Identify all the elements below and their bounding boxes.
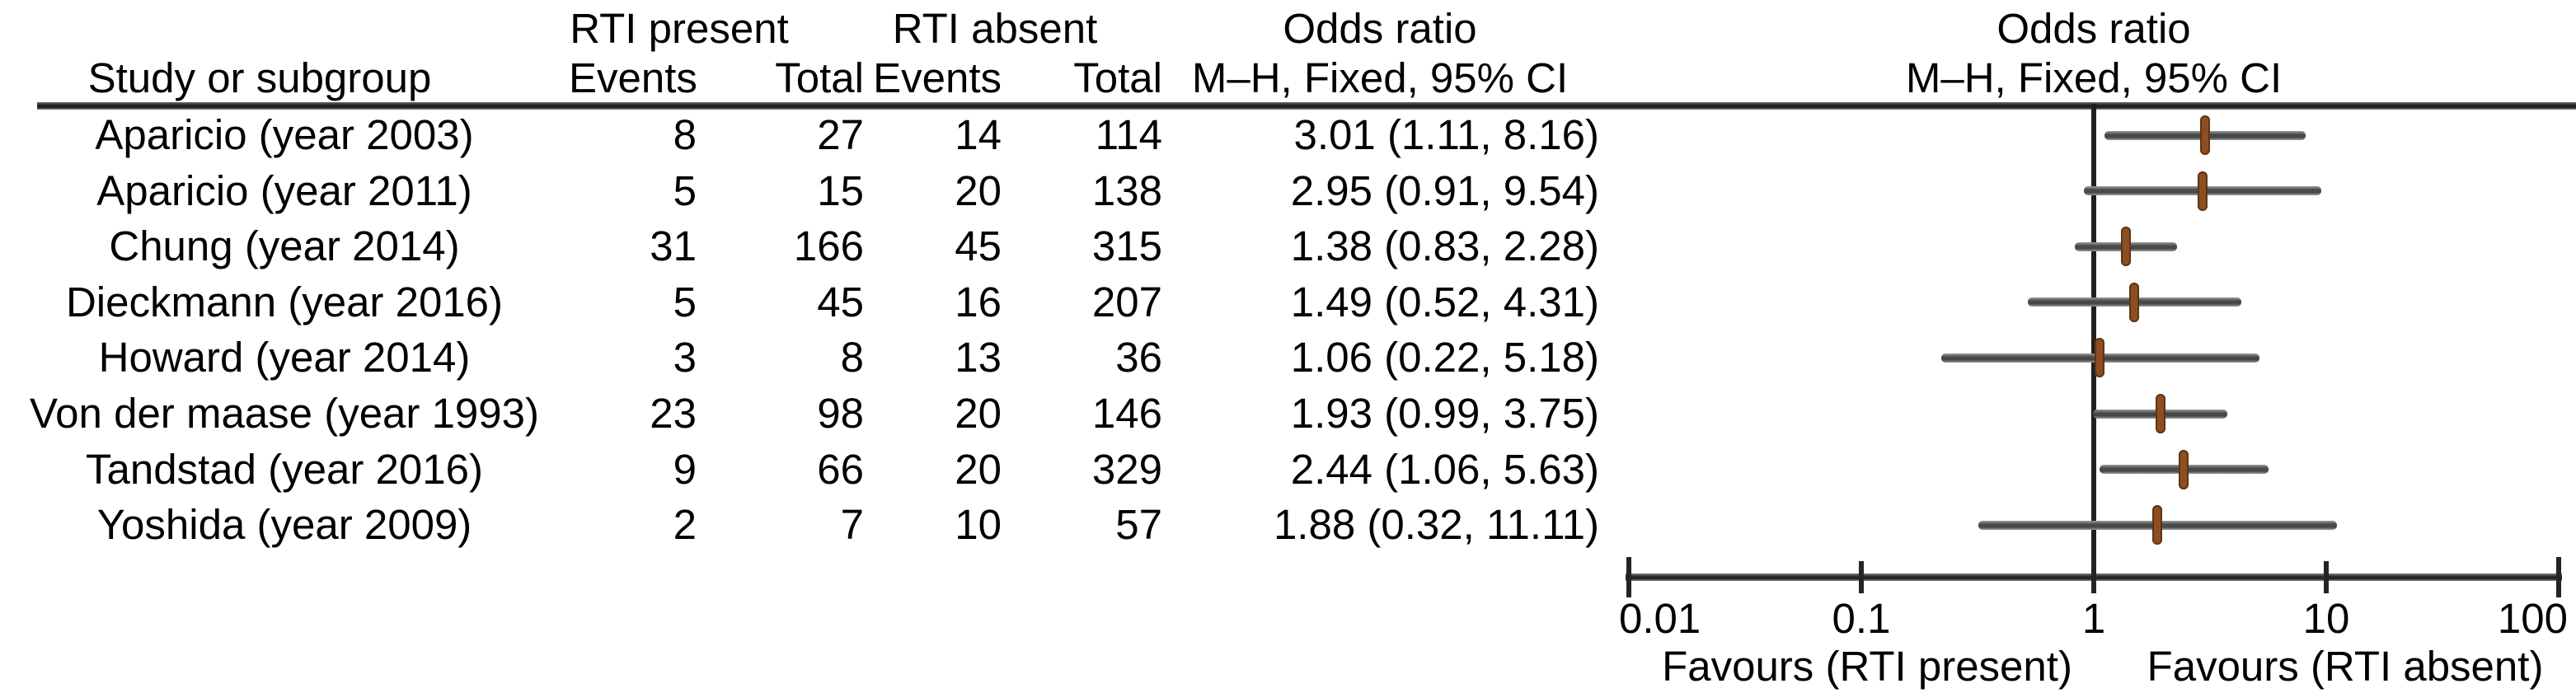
group-header-rti-present: RTI present (570, 5, 789, 52)
point-estimate-marker (2179, 449, 2189, 489)
x-tick-label-1: 1 (2081, 595, 2106, 642)
study-row: Von der maase (year 1993) 23 98 20 146 1.93 (… (0, 386, 1616, 442)
events-absent-value: 20 (955, 390, 1002, 437)
or-ci-text: 2.95 (0.91, 9.54) (1290, 166, 1599, 214)
column-header-study: Study or subgroup (87, 54, 432, 101)
total-present-value: 98 (817, 390, 864, 437)
total-absent-value: 207 (1091, 278, 1162, 325)
study-row: Howard (year 2014) 3 8 13 36 1.06 (0.22, 5.18… (0, 330, 1616, 386)
total-present-value: 15 (817, 166, 864, 214)
study-table-body: Aparicio (year 2003) 8 27 14 114 3.01 (1.11, … (0, 107, 1616, 553)
or-ci-text: 2.44 (1.06, 5.63) (1290, 445, 1599, 493)
column-header-total-present: Total (775, 54, 864, 101)
study-label: Chung (year 2014) (109, 222, 460, 270)
or-ci-text: 1.06 (0.22, 5.18) (1290, 334, 1599, 382)
x-tick-100 (2556, 557, 2561, 597)
total-present-value: 166 (793, 222, 864, 270)
total-present-value: 27 (817, 111, 864, 158)
study-row: Aparicio (year 2003) 8 27 14 114 3.01 (1.11, … (0, 107, 1616, 163)
x-tick-label-0.1: 0.1 (1832, 595, 1891, 642)
events-present-value: 5 (673, 166, 697, 214)
point-estimate-marker (2095, 338, 2105, 378)
study-label: Aparicio (year 2011) (96, 166, 472, 214)
total-absent-value: 138 (1091, 166, 1162, 214)
total-absent-value: 114 (1095, 111, 1162, 158)
events-present-value: 8 (673, 111, 697, 158)
x-tick-0.01 (1626, 557, 1631, 597)
point-estimate-marker (2128, 282, 2139, 322)
group-header-rti-absent: RTI absent (892, 5, 1098, 52)
column-header-events-present: Events (569, 54, 697, 101)
or-column-header-line1: Odds ratio (1283, 5, 1477, 52)
total-present-value: 8 (840, 334, 864, 382)
study-row: Aparicio (year 2011) 5 15 20 138 2.95 (0.91, … (0, 163, 1616, 219)
or-ci-text: 1.38 (0.83, 2.28) (1290, 222, 1599, 270)
total-absent-value: 315 (1091, 222, 1162, 270)
point-estimate-marker (2152, 505, 2163, 546)
study-label: Yoshida (year 2009) (96, 501, 472, 549)
or-ci-text: 1.93 (0.99, 3.75) (1290, 390, 1599, 437)
study-row: Tandstad (year 2016) 9 66 20 329 2.44 (1.06, … (0, 442, 1616, 498)
study-label: Dieckmann (year 2016) (65, 278, 504, 325)
events-present-value: 9 (673, 445, 697, 493)
events-absent-value: 45 (955, 222, 1002, 270)
study-row: Chung (year 2014) 31 166 45 315 1.38 (0.83, 2… (0, 218, 1616, 274)
events-present-value: 31 (650, 222, 697, 270)
total-present-value: 7 (840, 501, 864, 549)
total-absent-value: 329 (1091, 445, 1162, 493)
point-estimate-marker (2199, 115, 2210, 155)
x-tick-label-0.01: 0.01 (1619, 595, 1701, 642)
point-estimate-marker (2155, 394, 2165, 433)
point-estimate-marker (2121, 227, 2132, 267)
column-header-total-absent: Total (1073, 54, 1162, 101)
study-row: Yoshida (year 2009) 2 7 10 57 1.88 (0.32, 11.… (0, 497, 1616, 553)
events-absent-value: 20 (955, 166, 1002, 214)
total-present-value: 45 (817, 278, 864, 325)
favours-right-label: Favours (RTI absent) (2147, 643, 2544, 690)
study-label: Howard (year 2014) (98, 334, 471, 382)
events-present-value: 5 (673, 278, 697, 325)
total-absent-value: 146 (1091, 390, 1162, 437)
x-tick-0.1 (1859, 561, 1864, 593)
events-absent-value: 14 (955, 111, 1002, 158)
study-label: Tandstad (year 2016) (86, 445, 483, 493)
or-ci-text: 1.88 (0.32, 11.11) (1273, 501, 1599, 549)
events-present-value: 2 (673, 501, 697, 549)
x-tick-label-10: 10 (2302, 595, 2350, 642)
study-row: Dieckmann (year 2016) 5 45 16 207 1.49 (0.52,… (0, 274, 1616, 330)
events-absent-value: 13 (955, 334, 1002, 382)
study-label: Von der maase (year 1993) (29, 390, 540, 437)
events-present-value: 3 (673, 334, 697, 382)
total-absent-value: 36 (1115, 334, 1162, 382)
events-present-value: 23 (650, 390, 697, 437)
or-ci-text: 1.49 (0.52, 4.31) (1290, 278, 1599, 325)
column-header-events-absent: Events (873, 54, 1002, 101)
favours-left-label: Favours (RTI present) (1662, 643, 2072, 690)
events-absent-value: 20 (955, 445, 1002, 493)
x-tick-label-100: 100 (2497, 595, 2568, 642)
plot-header-line1: Odds ratio (1997, 5, 2191, 52)
x-tick-1 (2091, 561, 2096, 593)
reference-line-or-1 (2091, 104, 2096, 579)
events-absent-value: 16 (955, 278, 1002, 325)
or-column-header-line2: M–H, Fixed, 95% CI (1191, 54, 1569, 101)
total-absent-value: 57 (1115, 501, 1162, 549)
plot-header-line2: M–H, Fixed, 95% CI (1905, 54, 2283, 101)
or-ci-text: 3.01 (1.11, 8.16) (1293, 111, 1599, 158)
header-rule (37, 102, 2576, 110)
x-tick-10 (2324, 561, 2329, 593)
study-label: Aparicio (year 2003) (95, 111, 474, 158)
events-absent-value: 10 (955, 501, 1002, 549)
point-estimate-marker (2198, 171, 2208, 211)
total-present-value: 66 (817, 445, 864, 493)
